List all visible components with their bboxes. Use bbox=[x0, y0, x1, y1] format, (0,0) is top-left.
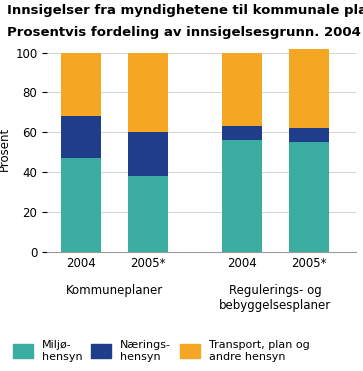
Text: Regulerings- og
bebyggelsesplaner: Regulerings- og bebyggelsesplaner bbox=[219, 284, 331, 312]
Text: Kommuneplaner: Kommuneplaner bbox=[66, 284, 163, 297]
Bar bbox=[61, 53, 101, 116]
Bar bbox=[221, 127, 262, 140]
Text: Innsigelser fra myndighetene til kommunale planer.: Innsigelser fra myndighetene til kommuna… bbox=[7, 4, 363, 17]
Bar bbox=[221, 140, 262, 252]
Bar bbox=[61, 158, 101, 252]
Bar bbox=[221, 53, 262, 127]
Bar bbox=[128, 176, 168, 252]
Bar bbox=[289, 49, 329, 128]
Legend: Miljø-
hensyn, Nærings-
hensyn, Transport, plan og
andre hensyn: Miljø- hensyn, Nærings- hensyn, Transpor… bbox=[13, 340, 310, 362]
Bar bbox=[128, 53, 168, 132]
Bar bbox=[61, 116, 101, 158]
Bar bbox=[289, 128, 329, 142]
Text: Prosentvis fordeling av innsigelsesgrunn. 2004 og 2005*: Prosentvis fordeling av innsigelsesgrunn… bbox=[7, 26, 363, 39]
Y-axis label: Prosent: Prosent bbox=[0, 126, 11, 171]
Bar bbox=[128, 132, 168, 176]
Bar bbox=[289, 142, 329, 252]
